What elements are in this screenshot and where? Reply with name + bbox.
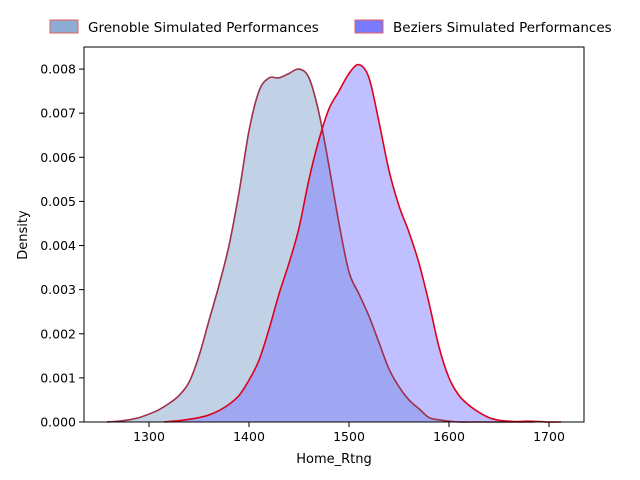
plot-frame: [83, 46, 585, 423]
y-tick-label: 0.002: [40, 326, 76, 341]
x-tick-label: 1500: [333, 429, 365, 444]
y-axis-label: Density: [16, 210, 31, 260]
y-tick-label: 0.004: [40, 238, 76, 253]
x-tick-label: 1400: [233, 429, 265, 444]
y-tick-label: 0.007: [40, 106, 76, 121]
x-tick-label: 1600: [433, 429, 465, 444]
y-tick-label: 0.006: [40, 150, 76, 165]
density-area-beziers: [164, 64, 561, 423]
legend-swatch-grenoble: [49, 19, 79, 34]
y-tick-label: 0.005: [40, 194, 76, 209]
y-tick-label: 0.003: [40, 282, 76, 297]
legend-swatch-beziers: [354, 19, 384, 34]
y-tick-label: 0.001: [40, 370, 76, 385]
density-area-grenoble: [107, 68, 534, 423]
y-tick-label: 0.000: [40, 415, 76, 430]
legend-label-beziers: Beziers Simulated Performances: [393, 20, 612, 36]
y-axis: 0.000 0.001 0.002 0.003 0.004 0.005 0.006 0.007…: [40, 62, 84, 430]
x-axis-label: Home_Rtng: [296, 452, 372, 467]
plot-area: [83, 46, 585, 423]
density-line-beziers: [163, 63, 562, 423]
x-axis: 1300 1400 1500 1600 1700: [133, 422, 565, 444]
x-tick-label: 1700: [533, 429, 565, 444]
legend: Grenoble Simulated Performances Beziers …: [49, 19, 612, 36]
legend-label-grenoble: Grenoble Simulated Performances: [88, 20, 319, 36]
x-tick-label: 1300: [133, 429, 165, 444]
y-tick-label: 0.008: [40, 62, 76, 77]
